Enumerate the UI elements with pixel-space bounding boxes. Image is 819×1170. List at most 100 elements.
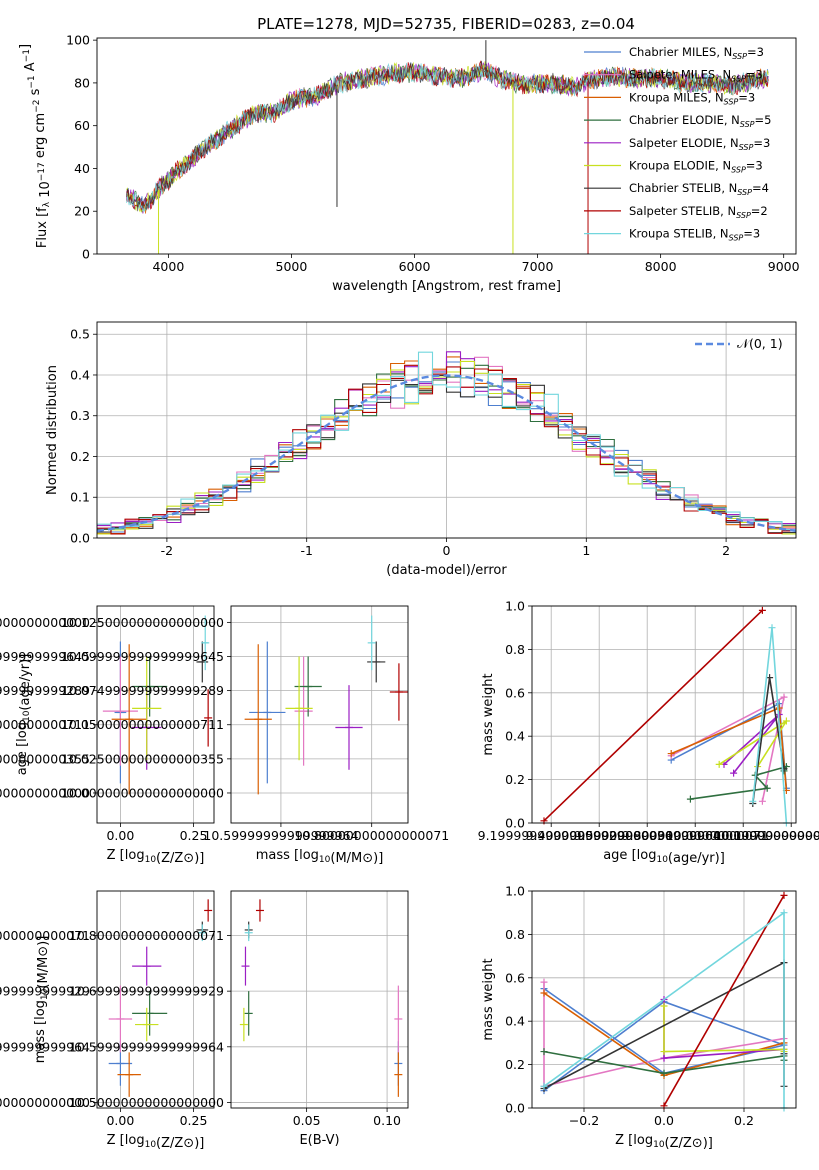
x-tick-label: 10.19999999999999929 <box>714 828 819 843</box>
y-tick-label: 10.125000000000000000 <box>61 615 224 630</box>
age_vs_mass-axes: 10.5999999999999996410.80000000000000071… <box>61 606 449 843</box>
y-tick-label: 10.000000000000000000 <box>61 785 224 800</box>
label-sub: 10 <box>145 1140 157 1150</box>
legend-text: =3 <box>746 68 763 82</box>
mass_weight_vs_age-frame <box>531 605 797 824</box>
y-tick-label: 10.050000000000000711 <box>61 717 224 732</box>
y-tick-label: 10.69999999999999929 <box>69 984 224 999</box>
label-part: −1 <box>27 75 37 88</box>
legend-entry: Chabrier STELIB, NSSP=4 <box>629 181 769 197</box>
mass_vs_Z-frame <box>96 890 215 1109</box>
x-tick-label: 2 <box>722 543 730 558</box>
legend-entry: Kroupa MILES, NSSP=3 <box>629 90 755 106</box>
label-part: (Z/Z⊙)] <box>665 1136 713 1151</box>
y-tick-label: 0.3 <box>70 408 90 423</box>
mass_weight_vs_age-ylabel: mass weight <box>481 673 496 755</box>
label-part: log <box>637 848 657 863</box>
mass_vs_Z-axes: 0.00 0.25 10.50000000000000000 10.599999999… <box>0 891 214 1128</box>
x-tick-label: 0.05 <box>293 1113 321 1128</box>
x-tick-label: 4000 <box>152 259 184 274</box>
normal-reference-curve <box>96 374 797 533</box>
mass-weight-marker <box>730 769 738 777</box>
label-sub: λ <box>42 201 52 207</box>
legend-entry: Chabrier ELODIE, NSSP=5 <box>629 113 771 129</box>
label-part: −17 <box>37 162 47 181</box>
age_vs_mass-frame <box>230 605 409 824</box>
y-tick-label: 10.125000000000000000 <box>0 615 90 630</box>
legend-entry: Kroupa STELIB, NSSP=3 <box>629 227 760 243</box>
y-tick-label: 1.0 <box>505 884 525 899</box>
x-tick-label: 7000 <box>522 259 554 274</box>
y-tick-label: 10.50000000000000000 <box>69 1095 224 1110</box>
y-tick-label: 10.050000000000000711 <box>0 717 90 732</box>
y-tick-label: 10.099999999999999645 <box>0 649 90 664</box>
histogram-step <box>97 351 796 530</box>
label-part: age [ <box>603 848 636 863</box>
label-part: (M/M⊙)] <box>36 936 51 989</box>
y-tick-label: 0.2 <box>505 772 525 787</box>
x-tick-label: -2 <box>161 543 173 558</box>
label-part: log <box>33 1000 48 1020</box>
legend-entry: Salpeter STELIB, NSSP=2 <box>629 204 768 220</box>
legend-text: Salpeter ELODIE, N <box>629 136 739 150</box>
legend-text: Chabrier ELODIE, N <box>629 113 740 127</box>
label-part: age [ <box>15 742 30 775</box>
y-tick-label: 10.80000000000000071 <box>69 928 224 943</box>
y-tick-label: 0.0 <box>505 1101 525 1116</box>
x-tick-label: 10.59999999999999964 <box>203 828 358 843</box>
age_vs_mass-points <box>244 615 408 795</box>
x-tick-label: 9.19999999999999929 <box>478 828 625 843</box>
label-part: Z [ <box>107 848 125 863</box>
label-part: log <box>125 1133 145 1148</box>
histogram-step <box>97 374 796 534</box>
x-tick-label: 0 <box>443 543 451 558</box>
label-part: Z [ <box>107 1133 125 1148</box>
mass_weight_vs_Z-ylabel: mass weight <box>481 958 496 1040</box>
y-tick-label: 0.5 <box>70 327 90 342</box>
legend-text: Kroupa MILES, N <box>629 90 724 104</box>
label-part: (Z/Z⊙)] <box>156 851 204 866</box>
spectrum-xlabel: wavelength [Angstrom, rest frame] <box>332 279 561 294</box>
y-tick-label: 60 <box>74 118 90 133</box>
mass-weight-marker <box>775 704 783 712</box>
mass-weight-marker <box>763 784 771 792</box>
label-part: s <box>28 88 43 99</box>
x-tick-label: 0.00 <box>106 828 134 843</box>
label-part: Flux [ <box>35 212 50 248</box>
mass_vs_EBV-axes: 0.05 0.10 10.50000000000000000 10.599999999… <box>69 891 408 1128</box>
legend-entry: Salpeter ELODIE, NSSP=3 <box>629 136 770 152</box>
y-tick-label: 1.0 <box>505 599 525 614</box>
label-part: ] <box>18 44 33 49</box>
x-tick-label: 0.0 <box>654 1113 674 1128</box>
legend-sub: SSP <box>737 188 752 197</box>
mass-weight-marker <box>749 797 757 805</box>
residual_hist-ylabel: Normed distribution <box>45 365 60 495</box>
y-tick-label: 0.1 <box>70 490 90 505</box>
legend-entry: Chabrier MILES, NSSP=3 <box>629 45 764 61</box>
x-tick-label: 5000 <box>276 259 308 274</box>
mass_vs_Z-points <box>108 899 213 1097</box>
label-part: 10 <box>38 181 53 202</box>
mass_vs_EBV-points <box>239 899 403 1097</box>
mass-weight-marker <box>758 606 766 614</box>
mass_weight_vs_age-xlabel: age [log10(age/yr)] <box>603 848 725 866</box>
legend-sub: SSP <box>729 234 744 243</box>
y-tick-label: 80 <box>74 75 90 90</box>
legend-sub: SSP <box>736 211 751 220</box>
legend-text: =3 <box>753 136 770 150</box>
legend-text: =2 <box>751 204 768 218</box>
legend-text: Salpeter MILES, N <box>629 68 731 82</box>
mass-weight-marker <box>780 693 788 701</box>
y-tick-label: 10.50000000000000000 <box>0 1095 90 1110</box>
label-sub: 10 <box>656 855 668 865</box>
y-tick-label: 10.025000000000000355 <box>0 751 90 766</box>
age_vs_Z-frame <box>96 605 215 824</box>
mass-weight-marker <box>540 989 548 997</box>
mass-weight-line <box>543 982 785 1088</box>
label-part: log <box>633 1133 653 1148</box>
x-tick-label: 1 <box>582 543 590 558</box>
legend-sub: SSP <box>731 75 746 84</box>
mass_weight_vs_Z-xlabel: Z [log10(Z/Z⊙)] <box>615 1133 713 1151</box>
spectrum-line <box>126 62 769 212</box>
legend-text: =5 <box>755 113 772 127</box>
